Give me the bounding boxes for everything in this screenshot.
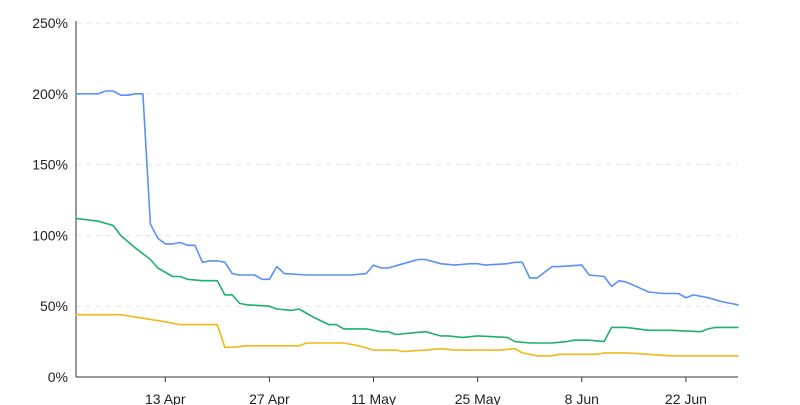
y-tick-label-4: 200% — [32, 86, 68, 102]
series — [75, 90, 739, 357]
x-tick-label-3: 25 May — [455, 391, 501, 405]
grid — [76, 22, 738, 307]
x-axis-tick-labels: 13 Apr 27 Apr 11 May 25 May 8 Jun 22 Jun — [145, 377, 707, 405]
y-tick-label-0: 0% — [48, 369, 68, 385]
y-tick-label-3: 150% — [32, 157, 68, 173]
series-line-1 — [75, 90, 739, 306]
y-tick-label-5: 250% — [32, 15, 68, 31]
series-line-3 — [75, 313, 739, 357]
y-axis-tick-labels: 0% 50% 100% 150% 200% 250% — [32, 15, 68, 385]
x-tick-label-1: 27 Apr — [249, 391, 290, 405]
series-line-2 — [75, 217, 739, 344]
x-tick-label-2: 11 May — [351, 391, 396, 405]
x-tick-label-5: 22 Jun — [665, 391, 707, 405]
x-tick-label-0: 13 Apr — [145, 391, 186, 405]
y-tick-label-2: 100% — [32, 227, 68, 243]
x-tick-label-4: 8 Jun — [565, 391, 599, 405]
y-tick-label-1: 50% — [40, 298, 68, 314]
axes — [75, 21, 738, 378]
